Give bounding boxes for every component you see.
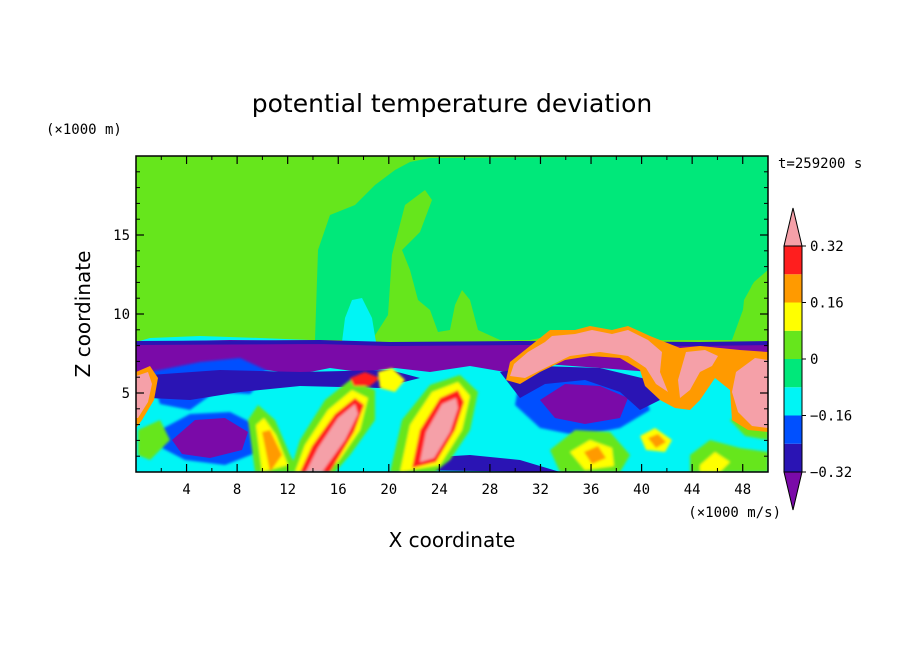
x-tick-label: 24 — [431, 482, 448, 498]
field-blue-line — [136, 342, 768, 344]
colorbar-segment — [784, 359, 802, 387]
colorbar-tick-label: 0.16 — [810, 296, 844, 312]
x-tick-label: 16 — [330, 482, 347, 498]
colorbar-segment — [784, 444, 802, 472]
colorbar-extend-min — [784, 472, 802, 510]
x-tick-label: 28 — [481, 482, 498, 498]
colorbar-extend-max — [784, 208, 802, 246]
y-tick-label: 10 — [113, 307, 130, 323]
colorbar-segment — [784, 416, 802, 444]
x-axis-label: X coordinate — [389, 528, 516, 552]
x-tick-label: 32 — [532, 482, 549, 498]
x-tick-label: 4 — [182, 482, 190, 498]
colorbar-segment — [784, 303, 802, 331]
field-upper-teal — [315, 156, 768, 340]
colorbar-segment — [784, 274, 802, 302]
x-tick-label: 12 — [279, 482, 296, 498]
colorbar: 0.32 0.16 0 −0.16 −0.32 — [784, 208, 852, 510]
y-tick-label: 15 — [113, 228, 130, 244]
colorbar-segment — [784, 331, 802, 359]
colorbar-tick-label: 0.32 — [810, 239, 844, 255]
chart-title: potential temperature deviation — [252, 89, 652, 118]
x-tick-label: 48 — [734, 482, 751, 498]
colorbar-segment — [784, 387, 802, 415]
x-tick-label: 44 — [684, 482, 701, 498]
x-unit-label: (×1000 m/s) — [688, 505, 781, 521]
colorbar-tick-label: 0 — [810, 352, 818, 368]
y-unit-label: (×1000 m) — [46, 122, 122, 138]
x-tick-label: 36 — [583, 482, 600, 498]
x-tick-label: 40 — [633, 482, 650, 498]
contour-field — [136, 156, 768, 472]
y-tick-label: 5 — [122, 386, 130, 402]
colorbar-tick-label: −0.32 — [810, 465, 852, 481]
colorbar-tick-label: −0.16 — [810, 409, 852, 425]
y-axis-label: Z coordinate — [71, 251, 95, 378]
x-tick-label: 8 — [233, 482, 241, 498]
time-label: t=259200 s — [778, 156, 862, 172]
colorbar-segment — [784, 246, 802, 274]
x-tick-label: 20 — [380, 482, 397, 498]
